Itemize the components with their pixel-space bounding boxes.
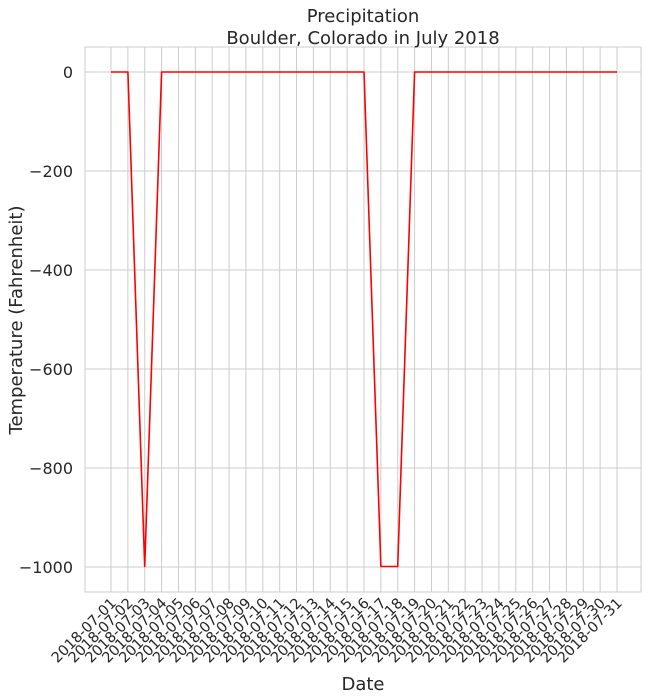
x-axis-label: Date: [341, 674, 384, 695]
y-tick-labels: 0 −200 −400 −600 −800 −1000: [19, 63, 73, 577]
chart-title-line-1: Precipitation: [307, 6, 420, 27]
y-axis-label: Temperature (Fahrenheit): [6, 206, 27, 436]
y-tick-label: −800: [29, 459, 73, 478]
y-tick-label: −400: [29, 261, 73, 280]
series-lines: [110, 71, 618, 568]
y-tick-label: −1000: [19, 558, 73, 577]
plot-area: [84, 46, 642, 593]
y-tick-label: 0: [63, 63, 73, 82]
x-tick-labels: 2018-07-012018-07-022018-07-032018-07-04…: [49, 596, 626, 667]
y-tick-label: −600: [29, 360, 73, 379]
y-tick-label: −200: [29, 162, 73, 181]
chart-title-line-2: Boulder, Colorado in July 2018: [226, 28, 499, 49]
grid: [85, 47, 641, 592]
